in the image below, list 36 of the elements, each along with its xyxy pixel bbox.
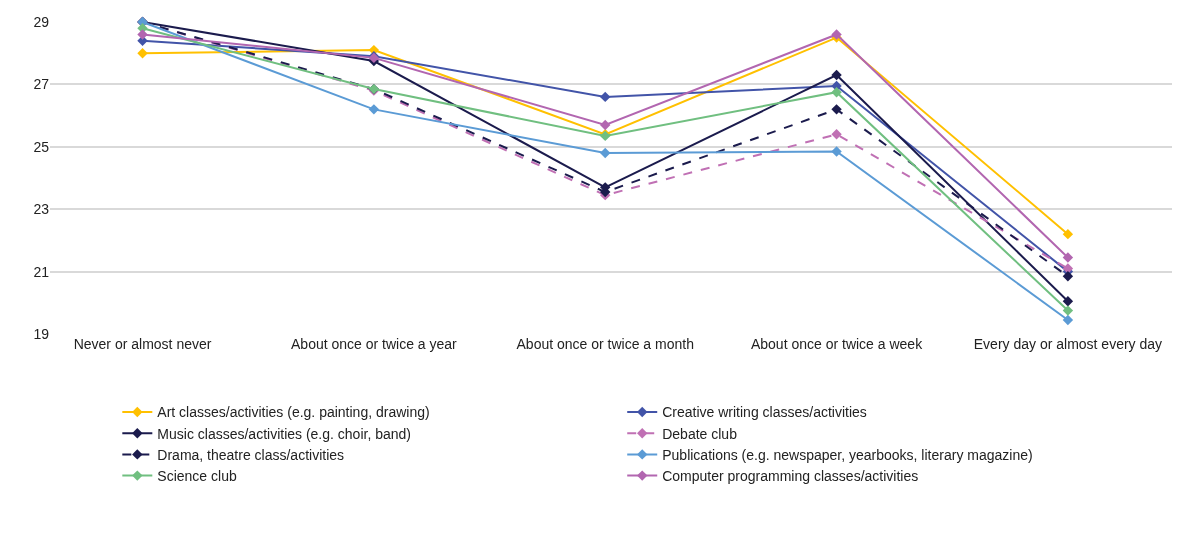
legend-label: Music classes/activities (e.g. choir, band) <box>157 425 411 442</box>
x-tick-label: About once or twice a week <box>750 336 924 352</box>
point <box>137 48 148 59</box>
y-tick-label: 29 <box>33 13 50 30</box>
point <box>600 147 611 159</box>
point <box>831 87 842 98</box>
y-tick-label: 21 <box>33 263 50 280</box>
x-tick-label: Every day or almost every day <box>973 336 1163 352</box>
legend-label: Debate club <box>662 425 738 442</box>
x-tick-label: About once or twice a year <box>291 336 458 352</box>
point <box>1062 252 1074 263</box>
legend-label: Publications (e.g. newspaper, yearbooks, literary magazine) <box>662 446 1033 463</box>
legend-label: Art classes/activities (e.g. painting, drawing) <box>157 404 430 421</box>
point <box>1062 296 1074 307</box>
point <box>1062 228 1074 240</box>
legend-label: Creative writing classes/activities <box>662 404 867 421</box>
y-tick-label: 23 <box>33 201 50 218</box>
y-tick-label: 19 <box>33 325 50 342</box>
legend-label: Drama, theatre class/activities <box>157 446 345 463</box>
point <box>1062 271 1074 282</box>
point <box>831 104 842 115</box>
point <box>831 146 842 157</box>
point <box>368 104 380 115</box>
legend-label: Science club <box>157 468 237 485</box>
point <box>600 91 611 103</box>
y-tick-label: 25 <box>33 138 50 155</box>
point <box>1062 314 1074 326</box>
legend-label: Computer programming classes/activities <box>662 468 919 485</box>
point <box>831 69 842 81</box>
x-tick-label: About once or twice a month <box>516 336 694 352</box>
x-tick-label: Never or almost never <box>73 336 212 352</box>
y-tick-label: 27 <box>33 76 50 93</box>
point <box>600 119 611 131</box>
point <box>1062 305 1074 316</box>
point <box>831 129 842 140</box>
point <box>137 29 148 40</box>
